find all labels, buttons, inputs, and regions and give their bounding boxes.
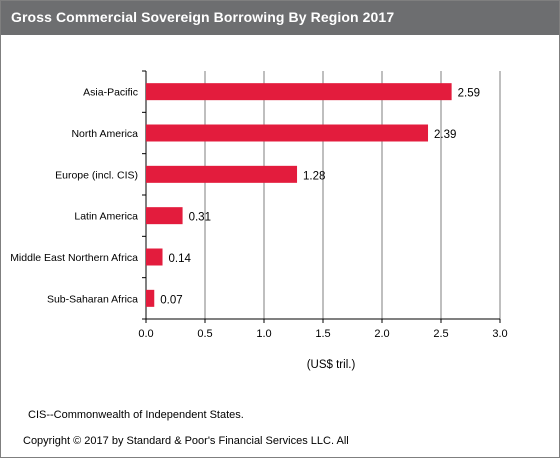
bar xyxy=(146,248,163,266)
bar xyxy=(146,165,298,183)
x-tick-label: 2.0 xyxy=(374,328,389,340)
bar xyxy=(146,124,429,142)
value-label: 0.14 xyxy=(169,253,192,265)
value-label: 1.28 xyxy=(303,170,325,182)
bar-chart: 0.0 0.5 1.0 1.5 2.0 2.5 3.0 Asia-Pacific 2.59 Nor… xyxy=(10,70,508,371)
category-label: Europe (incl. CIS) xyxy=(55,169,138,181)
x-tick-label: 2.5 xyxy=(433,328,448,340)
category-label: Middle East Northern Africa xyxy=(10,252,138,264)
copyright: Copyright © 2017 by Standard & Poor's Fi… xyxy=(23,435,349,447)
x-tick-label: 1.5 xyxy=(315,328,330,340)
category-label: North America xyxy=(71,128,138,140)
value-label: 2.39 xyxy=(434,129,456,141)
category-label: Latin America xyxy=(74,211,138,223)
x-tick-label: 0.5 xyxy=(197,328,212,340)
bar xyxy=(146,83,452,101)
category-label: Asia-Pacific xyxy=(83,87,138,99)
chart-title: Gross Commercial Sovereign Borrowing By … xyxy=(11,9,395,25)
value-label: 0.31 xyxy=(189,212,211,224)
category-label: Sub-Saharan Africa xyxy=(47,293,138,305)
footnote: CIS--Commonwealth of Independent States. xyxy=(28,409,244,421)
x-tick-label: 1.0 xyxy=(256,328,271,340)
x-tick-label: 3.0 xyxy=(492,328,507,340)
title-bar: Gross Commercial Sovereign Borrowing By … xyxy=(1,1,559,35)
value-label: 0.07 xyxy=(160,294,182,306)
value-label: 2.59 xyxy=(458,88,480,100)
bar xyxy=(146,289,155,307)
x-tick-label: 0.0 xyxy=(138,328,153,340)
x-axis-label: (US$ tril.) xyxy=(307,359,356,371)
bar xyxy=(146,207,183,225)
